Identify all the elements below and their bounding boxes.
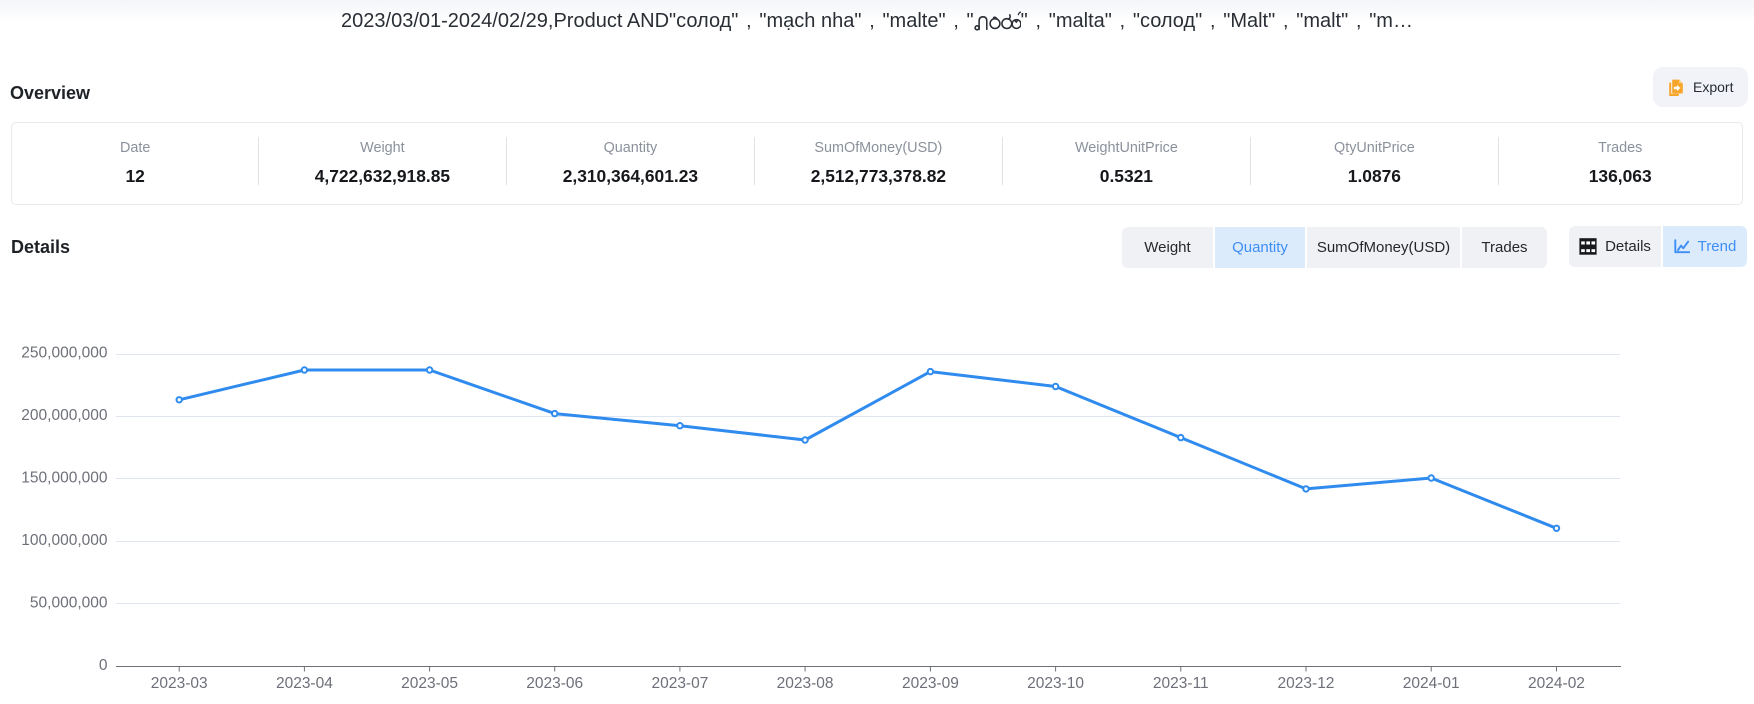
svg-text:250,000,000: 250,000,000: [21, 344, 108, 361]
svg-text:150,000,000: 150,000,000: [21, 469, 108, 486]
svg-text:2023-08: 2023-08: [777, 675, 834, 692]
svg-text:2023-06: 2023-06: [526, 675, 583, 692]
svg-text:2023-10: 2023-10: [1027, 675, 1084, 692]
svg-text:2023-04: 2023-04: [276, 675, 333, 692]
svg-text:100,000,000: 100,000,000: [21, 532, 108, 549]
svg-text:2023-12: 2023-12: [1278, 675, 1335, 692]
svg-text:50,000,000: 50,000,000: [30, 594, 108, 611]
svg-text:2024-01: 2024-01: [1403, 675, 1460, 692]
svg-text:2023-07: 2023-07: [651, 675, 708, 692]
svg-text:200,000,000: 200,000,000: [21, 407, 108, 424]
svg-text:2023-03: 2023-03: [151, 675, 208, 692]
svg-text:2023-11: 2023-11: [1153, 675, 1209, 692]
svg-text:2023-09: 2023-09: [902, 675, 959, 692]
svg-text:2024-02: 2024-02: [1528, 675, 1585, 692]
svg-text:0: 0: [99, 657, 108, 674]
svg-text:2023-05: 2023-05: [401, 675, 458, 692]
